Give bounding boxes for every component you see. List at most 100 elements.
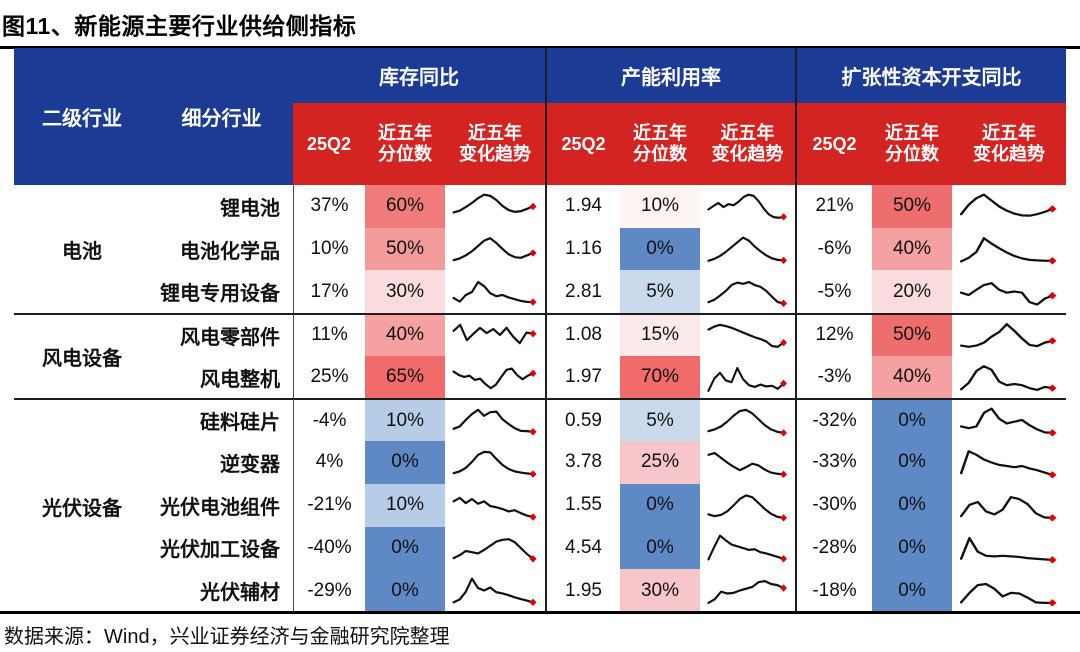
cell-inventory-percentile: 50%: [365, 227, 445, 271]
cell-capex-trend: [952, 227, 1066, 271]
subindustry-label: 风电整机: [150, 355, 293, 399]
cell-capacity-percentile: 70%: [620, 355, 700, 399]
cell-inventory-trend: [445, 227, 545, 271]
cell-capacity-trend: [700, 185, 795, 228]
cell-inventory-25q2: 10%: [293, 227, 365, 271]
sparkline-icon: [452, 496, 537, 521]
cell-capex-percentile: 20%: [872, 270, 952, 314]
cell-inventory-trend: [445, 441, 545, 484]
cell-capex-25q2: -33%: [795, 441, 872, 484]
cell-inventory-25q2: 17%: [293, 270, 365, 314]
cell-capex-25q2: 21%: [795, 185, 872, 228]
subheader-capex-percentile: 近五年 分位数: [872, 103, 952, 185]
subindustry-label: 光伏加工设备: [150, 526, 293, 570]
subheader-capacity-percentile: 近五年 分位数: [620, 103, 700, 185]
sparkline-icon: [960, 450, 1057, 479]
cell-capacity-25q2: 1.55: [545, 483, 620, 527]
cell-inventory-percentile: 30%: [365, 270, 445, 314]
cell-capacity-percentile: 5%: [620, 270, 700, 314]
rowgroup-pv: 光伏设备: [14, 398, 150, 612]
cell-capacity-percentile: 0%: [620, 483, 700, 527]
cell-capacity-trend: [700, 569, 795, 612]
cell-capacity-percentile: 0%: [620, 227, 700, 271]
sparkline-icon: [707, 236, 787, 264]
cell-capacity-25q2: 1.16: [545, 227, 620, 271]
cell-inventory-25q2: 37%: [293, 185, 365, 228]
sparkline-icon: [707, 366, 787, 392]
cell-inventory-trend: [445, 569, 545, 612]
header-group-inventory: 库存同比: [293, 48, 545, 103]
cell-inventory-trend: [445, 398, 545, 442]
cell-inventory-trend: [445, 185, 545, 228]
cell-capacity-trend: [700, 313, 795, 356]
header-sub-industry: 细分行业: [150, 48, 293, 185]
subheader-inventory-percentile: 近五年 分位数: [365, 103, 445, 185]
cell-capex-trend: [952, 270, 1066, 314]
sparkline-icon: [707, 493, 787, 522]
cell-inventory-percentile: 0%: [365, 526, 445, 570]
cell-inventory-trend: [445, 313, 545, 356]
cell-capex-25q2: 12%: [795, 313, 872, 356]
sparkline-icon: [960, 364, 1057, 392]
cell-capacity-25q2: 1.94: [545, 185, 620, 228]
sparkline-icon: [707, 409, 787, 437]
cell-capex-25q2: -6%: [795, 227, 872, 271]
cell-capacity-percentile: 5%: [620, 398, 700, 442]
sparkline-icon: [707, 451, 787, 478]
sparkline-icon: [960, 236, 1057, 264]
cell-capacity-trend: [700, 441, 795, 484]
cell-capacity-trend: [700, 355, 795, 399]
cell-capex-percentile: 50%: [872, 185, 952, 228]
cell-capex-percentile: 0%: [872, 398, 952, 442]
cell-inventory-trend: [445, 526, 545, 570]
sparkline-icon: [960, 582, 1057, 607]
cell-capacity-trend: [700, 483, 795, 527]
subindustry-label: 光伏电池组件: [150, 483, 293, 527]
cell-capex-trend: [952, 441, 1066, 484]
sparkline-icon: [452, 236, 537, 261]
cell-capacity-25q2: 1.95: [545, 569, 620, 612]
rowgroup-battery: 电池: [14, 185, 150, 314]
title-divider: [0, 46, 1080, 49]
indicator-table: 二级行业 细分行业 库存同比 产能利用率 扩张性资本开支同比 25Q2 近五年 …: [14, 48, 1066, 612]
cell-capacity-25q2: 4.54: [545, 526, 620, 570]
cell-capex-trend: [952, 398, 1066, 442]
subheader-capacity-25q2: 25Q2: [545, 103, 620, 185]
header-secondary-industry: 二级行业: [14, 48, 150, 185]
cell-inventory-percentile: 0%: [365, 441, 445, 484]
cell-capacity-25q2: 3.78: [545, 441, 620, 484]
sparkline-icon: [452, 367, 537, 389]
sparkline-icon: [960, 495, 1057, 522]
cell-capex-percentile: 50%: [872, 313, 952, 356]
cell-inventory-percentile: 10%: [365, 483, 445, 527]
cell-capacity-trend: [700, 270, 795, 314]
sparkline-icon: [452, 409, 537, 436]
cell-capacity-percentile: 30%: [620, 569, 700, 612]
cell-capex-percentile: 0%: [872, 526, 952, 570]
sparkline-icon: [960, 193, 1057, 217]
sparkline-icon: [707, 579, 787, 605]
subindustry-label: 锂电专用设备: [150, 270, 293, 314]
subheader-capacity-trend: 近五年 变化趋势: [700, 103, 795, 185]
subindustry-label: 光伏辅材: [150, 569, 293, 612]
cell-capacity-percentile: 25%: [620, 441, 700, 484]
header-group-capex: 扩张性资本开支同比: [795, 48, 1066, 103]
cell-inventory-percentile: 10%: [365, 398, 445, 442]
data-source-note: 数据来源：Wind，兴业证券经济与金融研究院整理: [4, 626, 450, 648]
cell-capacity-25q2: 0.59: [545, 398, 620, 442]
cell-capex-trend: [952, 313, 1066, 356]
sparkline-icon: [452, 577, 537, 607]
sparkline-icon: [707, 281, 787, 308]
subindustry-label: 逆变器: [150, 441, 293, 484]
sparkline-icon: [707, 534, 787, 563]
sparkline-icon: [452, 450, 537, 478]
sparkline-icon: [707, 323, 787, 348]
cell-capacity-25q2: 1.08: [545, 313, 620, 356]
cell-inventory-trend: [445, 355, 545, 399]
cell-inventory-25q2: 11%: [293, 313, 365, 356]
cell-capacity-trend: [700, 227, 795, 271]
cell-inventory-trend: [445, 270, 545, 314]
cell-capacity-trend: [700, 526, 795, 570]
cell-inventory-25q2: -21%: [293, 483, 365, 527]
cell-capex-25q2: -32%: [795, 398, 872, 442]
